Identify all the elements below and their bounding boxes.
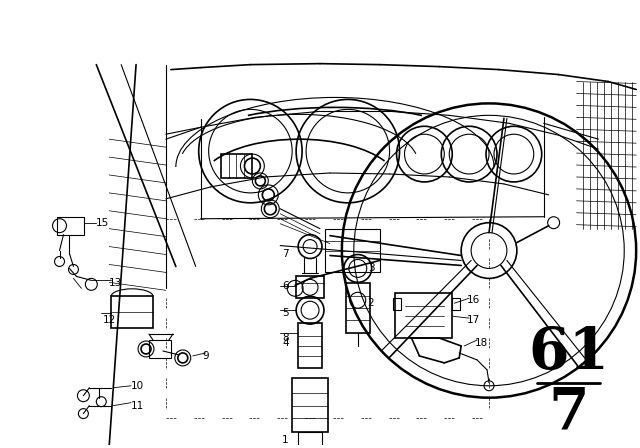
Bar bbox=[149, 340, 171, 358]
Bar bbox=[292, 378, 328, 432]
Bar bbox=[392, 298, 401, 310]
Text: 10: 10 bbox=[131, 381, 144, 391]
Bar bbox=[325, 228, 380, 272]
Bar bbox=[298, 432, 322, 446]
Text: 7: 7 bbox=[548, 384, 589, 440]
Bar bbox=[111, 296, 153, 328]
Text: 6: 6 bbox=[282, 281, 289, 291]
Text: 2: 2 bbox=[368, 298, 374, 308]
Text: 11: 11 bbox=[131, 401, 145, 411]
Text: 61: 61 bbox=[528, 325, 609, 381]
Text: 5: 5 bbox=[282, 308, 289, 318]
Text: 18: 18 bbox=[475, 338, 488, 348]
Text: 16: 16 bbox=[467, 295, 481, 305]
Bar bbox=[395, 293, 452, 338]
Text: 12: 12 bbox=[103, 315, 116, 325]
Text: 1: 1 bbox=[282, 435, 289, 445]
Text: 3: 3 bbox=[368, 263, 374, 273]
Text: 8: 8 bbox=[282, 333, 289, 343]
Text: 4: 4 bbox=[282, 338, 289, 348]
Bar bbox=[346, 283, 370, 333]
Text: 15: 15 bbox=[96, 218, 109, 228]
Text: 17: 17 bbox=[467, 315, 481, 325]
Bar bbox=[56, 217, 84, 235]
Bar bbox=[296, 276, 324, 298]
Bar bbox=[298, 323, 322, 368]
Text: 13: 13 bbox=[109, 278, 122, 289]
Text: 9: 9 bbox=[203, 351, 209, 361]
Bar bbox=[221, 154, 252, 178]
Text: 7: 7 bbox=[282, 249, 289, 258]
Bar bbox=[452, 298, 460, 310]
